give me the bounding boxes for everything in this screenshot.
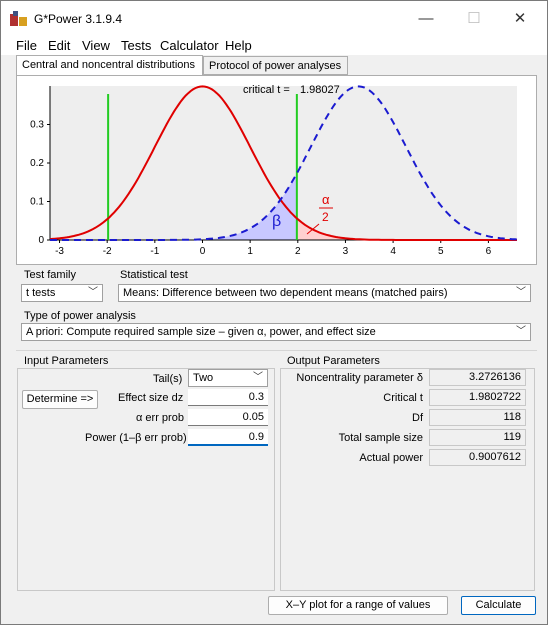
x-tick-label: -2 bbox=[103, 246, 112, 257]
alpha-pointer bbox=[306, 223, 320, 235]
test-family-select[interactable]: t tests ﹀ bbox=[21, 284, 103, 302]
test-family-value: t tests bbox=[26, 287, 56, 299]
output-label-actual-power: Actual power bbox=[359, 452, 423, 464]
x-tick-label: 4 bbox=[390, 246, 396, 257]
distribution-plot: -3 -2 -1 0 1 2 3 4 5 6 0 0.1 0.2 0.3 critical t = 1.980… bbox=[30, 84, 518, 257]
chevron-down-icon: ﹀ bbox=[516, 326, 526, 337]
chevron-down-icon: ﹀ bbox=[253, 372, 263, 383]
xy-plot-button[interactable]: X–Y plot for a range of values bbox=[268, 596, 448, 615]
output-value-noncentrality: 3.2726136 bbox=[429, 369, 526, 386]
output-value-actual-power: 0.9007612 bbox=[429, 449, 526, 466]
noncentral-distribution-curve bbox=[50, 85, 518, 241]
x-tick-label: 2 bbox=[295, 246, 301, 257]
alpha-label: α err prob bbox=[136, 412, 184, 424]
x-tick-label: 1 bbox=[247, 246, 253, 257]
y-tick-label: 0.3 bbox=[30, 120, 44, 131]
calculate-button[interactable]: Calculate bbox=[461, 596, 536, 615]
output-label-critical-t: Critical t bbox=[383, 392, 423, 404]
output-value-critical-t: 1.9802722 bbox=[429, 389, 526, 406]
menu-edit[interactable]: Edit bbox=[48, 38, 71, 53]
output-label-total-sample-size: Total sample size bbox=[338, 432, 423, 444]
beta-label: β bbox=[272, 213, 281, 230]
effect-size-field[interactable]: 0.3 bbox=[188, 389, 268, 406]
menu-tests[interactable]: Tests bbox=[121, 38, 152, 53]
input-parameters-panel bbox=[17, 368, 275, 591]
x-tick-label: 0 bbox=[200, 246, 206, 257]
output-value-total-sample-size: 119 bbox=[429, 429, 526, 446]
menu-file[interactable]: File bbox=[16, 38, 37, 53]
statistical-test-label: Statistical test bbox=[120, 269, 188, 281]
x-tick-label: 3 bbox=[343, 246, 349, 257]
x-tick-label: 6 bbox=[486, 246, 492, 257]
x-tick-label: 5 bbox=[438, 246, 444, 257]
central-distribution-curve bbox=[49, 85, 517, 241]
output-label-df: Df bbox=[412, 412, 423, 424]
distribution-plot-panel: -3 -2 -1 0 1 2 3 4 5 6 0 0.1 0.2 0.3 critical t = 1.980… bbox=[16, 75, 537, 265]
determine-button[interactable]: Determine => bbox=[22, 390, 98, 409]
chevron-down-icon: ﹀ bbox=[516, 287, 526, 298]
analysis-type-select[interactable]: A priori: Compute required sample size –… bbox=[21, 323, 531, 341]
y-tick-label: 0.2 bbox=[30, 158, 44, 169]
input-parameters-header: Input Parameters bbox=[24, 355, 109, 367]
x-tick-label: -3 bbox=[55, 246, 64, 257]
tab-protocol[interactable]: Protocol of power analyses bbox=[203, 56, 348, 75]
x-tick-label: -1 bbox=[150, 246, 159, 257]
alpha-field[interactable]: 0.05 bbox=[188, 409, 268, 426]
alpha-region bbox=[296, 218, 517, 240]
menu-bar: File Edit View Tests Calculator Help bbox=[1, 37, 547, 55]
effect-size-label: Effect size dz bbox=[118, 392, 184, 404]
alpha-label: α bbox=[322, 192, 330, 207]
output-parameters-header: Output Parameters bbox=[287, 355, 380, 367]
menu-view[interactable]: View bbox=[82, 38, 110, 53]
divider bbox=[16, 350, 537, 351]
analysis-type-value: A priori: Compute required sample size –… bbox=[26, 326, 376, 338]
analysis-type-label: Type of power analysis bbox=[24, 310, 136, 322]
y-tick-label: 0.1 bbox=[30, 197, 44, 208]
critical-t-label: critical t = bbox=[243, 84, 290, 96]
tab-distributions[interactable]: Central and noncentral distributions bbox=[16, 55, 203, 76]
minimize-button[interactable]: — bbox=[418, 10, 434, 27]
power-label: Power (1–β err prob) bbox=[85, 432, 187, 444]
statistical-test-value: Means: Difference between two dependent … bbox=[123, 287, 448, 299]
output-label-noncentrality: Noncentrality parameter δ bbox=[296, 372, 423, 384]
tails-select[interactable]: Two ﹀ bbox=[188, 369, 268, 387]
tails-value: Two bbox=[193, 372, 214, 384]
power-field[interactable]: 0.9 bbox=[188, 429, 268, 446]
statistical-test-select[interactable]: Means: Difference between two dependent … bbox=[118, 284, 531, 302]
gpower-app-icon bbox=[10, 11, 27, 26]
output-parameters-panel bbox=[280, 368, 535, 591]
critical-t-value: 1.98027 bbox=[300, 84, 340, 96]
y-tick-label: 0 bbox=[38, 235, 44, 246]
test-family-label: Test family bbox=[24, 269, 76, 281]
menu-calculator[interactable]: Calculator bbox=[160, 38, 219, 53]
output-value-df: 118 bbox=[429, 409, 526, 426]
maximize-button[interactable]: ☐ bbox=[467, 10, 481, 27]
title-bar: G*Power 3.1.9.4 — ☐ ✕ bbox=[1, 1, 547, 37]
tails-label: Tail(s) bbox=[153, 373, 183, 385]
close-button[interactable]: ✕ bbox=[513, 10, 527, 27]
window-title: G*Power 3.1.9.4 bbox=[34, 12, 123, 26]
alpha-denominator: 2 bbox=[322, 210, 329, 224]
beta-region bbox=[50, 173, 297, 240]
chevron-down-icon: ﹀ bbox=[88, 287, 98, 298]
menu-help[interactable]: Help bbox=[225, 38, 252, 53]
